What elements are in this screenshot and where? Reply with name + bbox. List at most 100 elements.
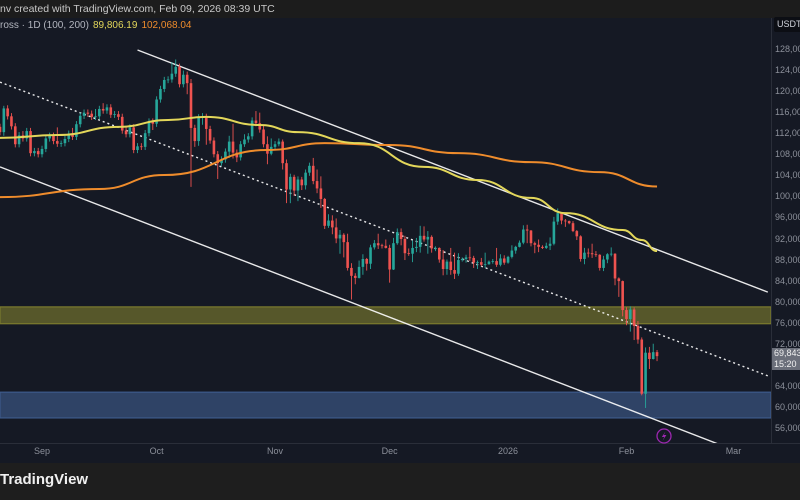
candle-body [224, 151, 227, 160]
candle-body [525, 229, 529, 231]
candle [224, 148, 227, 163]
price-tick-label: 104,000 [775, 170, 800, 181]
candle-body [143, 133, 147, 147]
candle-body [17, 135, 21, 145]
candle [514, 245, 517, 254]
candle [395, 228, 399, 245]
candle [613, 253, 617, 286]
candle [491, 258, 495, 264]
candle [124, 127, 128, 138]
candle-body [13, 126, 17, 145]
candle [369, 244, 372, 269]
candle-body [36, 151, 40, 155]
candle [644, 347, 647, 408]
time-tick-label: Dec [381, 446, 398, 456]
candle [392, 237, 395, 271]
candle-body [90, 113, 93, 117]
price-tick-label: 88,000 [775, 254, 800, 265]
lower-channel-line [0, 166, 718, 443]
candle-body [334, 227, 338, 239]
candle [373, 240, 376, 250]
candle-body [609, 253, 613, 255]
candle [499, 254, 502, 267]
candle-body [640, 339, 644, 394]
candle [13, 123, 17, 148]
candle [216, 151, 220, 179]
candle [308, 162, 311, 176]
candle-body [124, 130, 128, 135]
time-tick-label: Sep [34, 446, 51, 456]
time-axis[interactable] [0, 443, 800, 463]
candle [78, 112, 82, 128]
candle-body [373, 243, 376, 248]
candle-body [155, 99, 158, 124]
candle [434, 246, 437, 252]
candle-body [590, 253, 594, 255]
candle-body [399, 232, 403, 239]
candle-body [204, 116, 208, 129]
lightning-icon[interactable] [656, 428, 672, 444]
candle-body [541, 246, 544, 248]
price-tick-label: 112,000 [775, 128, 800, 139]
candle-body [415, 246, 418, 248]
indicator-legend[interactable]: ross · 1D (100, 200) 89,806.19 102,068.04 [0, 20, 192, 31]
candle-body [533, 243, 537, 245]
candle [334, 218, 338, 244]
candle [407, 248, 411, 256]
candle [418, 225, 422, 253]
candle-body [411, 247, 414, 254]
candle [94, 108, 97, 121]
candle [143, 130, 147, 151]
candle-body [78, 115, 82, 125]
candle-body [407, 253, 411, 254]
ma100-line [0, 115, 658, 253]
price-tick-label: 124,000 [775, 65, 800, 76]
candle [208, 125, 212, 144]
candle-body [327, 220, 330, 226]
time-tick-label: Mar [725, 446, 742, 456]
candle-body [625, 310, 628, 319]
candle [254, 111, 258, 127]
candle-body [247, 136, 250, 140]
candle-body [86, 112, 90, 114]
candle-body [52, 135, 55, 142]
candle [227, 135, 231, 158]
candle-body [514, 246, 517, 251]
candle-body [101, 108, 105, 111]
candle-body [575, 231, 579, 237]
candle [212, 137, 216, 158]
candle [247, 133, 250, 143]
price-tick-label: 116,000 [775, 107, 800, 118]
candle-body [136, 146, 139, 151]
candle-body [315, 181, 319, 189]
candle-body [75, 124, 78, 137]
candle-body [44, 138, 48, 149]
candle [583, 247, 586, 265]
indicator-name: ross · 1D (100, 200) [0, 20, 89, 31]
candle-body [548, 243, 552, 246]
candle [327, 214, 330, 228]
candle [63, 135, 67, 147]
currency-label[interactable]: USDT [774, 17, 800, 32]
candle-body [71, 133, 74, 137]
candle [449, 247, 453, 275]
candles [0, 59, 659, 408]
last-price-value: 69,843 [774, 348, 800, 358]
candle-body [430, 236, 433, 249]
candle-body [449, 261, 453, 271]
candle-body [29, 131, 32, 154]
candle-body [208, 128, 212, 141]
price-axis[interactable] [771, 18, 800, 443]
candle [483, 252, 487, 268]
candle [117, 111, 120, 121]
candle [140, 143, 143, 151]
candle-body [212, 140, 216, 155]
ma200-line [0, 142, 658, 199]
candle-body [250, 120, 254, 137]
candle-body [434, 247, 437, 249]
candle [262, 125, 265, 148]
price-tick-label: 76,000 [775, 317, 800, 328]
candle-body [487, 261, 491, 265]
candle [472, 255, 475, 268]
mid-channel-line [0, 81, 769, 377]
